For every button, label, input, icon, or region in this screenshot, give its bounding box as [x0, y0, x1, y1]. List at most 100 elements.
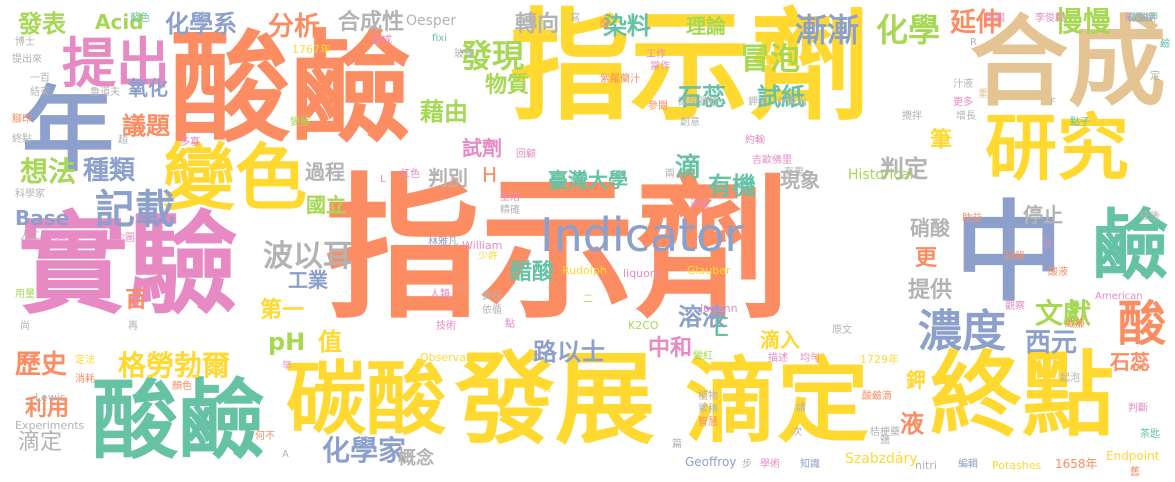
word: 一百: [30, 73, 50, 84]
word: 提供: [908, 278, 953, 303]
word: 石蕊: [1110, 350, 1150, 374]
word: 西元: [1025, 328, 1078, 358]
word: 技術: [436, 321, 456, 332]
word: 國立: [306, 193, 346, 217]
word: 波以耳: [263, 239, 353, 274]
word: 鉀鴻: [748, 97, 768, 108]
word: 利用: [25, 396, 70, 421]
word: 篇: [672, 439, 682, 450]
word: 議題: [122, 112, 170, 140]
word: 碳酸: [286, 353, 446, 446]
word: 滴定: [18, 430, 63, 455]
word: 腳印: [12, 114, 32, 125]
word: 研究: [985, 106, 1130, 190]
word: 化學系: [165, 10, 237, 38]
word: 有機: [708, 172, 756, 200]
word: 點子: [1070, 117, 1090, 128]
word: 有果: [784, 167, 804, 178]
word: 林雅凡: [428, 237, 458, 248]
word: 過量: [690, 199, 710, 210]
word: Oesper: [406, 13, 457, 29]
word: Rudolph: [562, 264, 607, 277]
word: 科學家: [15, 189, 45, 200]
word: nitri: [915, 459, 937, 472]
word: 漸漸: [795, 11, 860, 49]
word: 紫羅蘭汁: [600, 74, 640, 85]
word: 鹼: [1160, 39, 1170, 50]
word: 試劑: [462, 136, 502, 160]
word: 石蕊: [678, 83, 726, 111]
word: 醋酸: [510, 260, 555, 285]
word: Indicator: [540, 208, 744, 262]
word: 智慧: [698, 417, 718, 428]
word: 鹼: [1079, 205, 1168, 281]
word: 二: [583, 294, 593, 305]
word: 終點: [12, 134, 32, 145]
word: 想法: [20, 155, 77, 188]
word: 現象: [780, 168, 820, 192]
word: 指示劑: [325, 159, 790, 340]
word: 人工: [20, 231, 40, 242]
word: 溶液: [678, 303, 726, 331]
word: American: [1095, 291, 1143, 302]
word: 皆: [542, 383, 552, 394]
word: 格勞勃爾: [118, 349, 231, 382]
word: 知識: [800, 459, 820, 470]
word: 判定: [880, 155, 928, 183]
word: 判別: [428, 166, 468, 190]
word: 變藍: [290, 117, 310, 128]
word: 提出: [62, 32, 170, 95]
word: 紅色: [400, 169, 420, 180]
word: 合成: [970, 6, 1167, 120]
word: 攪拌: [902, 111, 922, 122]
word: 尚: [20, 321, 30, 332]
word: 理論: [686, 14, 726, 38]
word: 分析: [268, 12, 321, 42]
word: Szabzdáry: [845, 451, 918, 467]
word: 合成性: [338, 10, 405, 35]
word: Johann: [700, 302, 738, 315]
word: 滴定: [685, 348, 870, 455]
word: 再: [128, 321, 138, 332]
word: 累積: [698, 404, 718, 415]
word: 藉由: [420, 98, 468, 126]
word: pH: [268, 328, 306, 356]
word: Base: [15, 206, 70, 230]
word: 請: [796, 403, 806, 414]
word: 起泡: [1060, 373, 1080, 384]
word: Glauber: [687, 264, 731, 277]
word: Acid: [95, 10, 144, 34]
word: 編輯: [958, 459, 978, 470]
word: 均勻: [800, 353, 820, 364]
word: 終點: [930, 342, 1115, 449]
word: 生活: [500, 192, 520, 203]
word: 重量: [978, 89, 998, 100]
word: 汁液: [953, 79, 973, 90]
word: 消耗: [75, 374, 95, 385]
word: 美國: [985, 13, 1005, 24]
word: 兩: [665, 169, 675, 180]
word: 創意: [680, 117, 700, 128]
word: Lewis: [35, 391, 66, 404]
word: 氧化: [128, 76, 168, 100]
word: 碳酸鉀: [1125, 13, 1155, 24]
word: fixi: [432, 33, 447, 44]
word: 1658年: [1055, 457, 1098, 471]
word: 當作: [650, 61, 670, 72]
word: 實驗: [18, 201, 238, 329]
word: 博士: [15, 37, 35, 48]
word: Potashes: [992, 459, 1042, 472]
word: 何不: [255, 431, 275, 442]
word: 冒泡: [740, 42, 800, 77]
word: 次: [792, 427, 802, 438]
word: 文獻: [1035, 297, 1092, 330]
word: 酸: [1118, 296, 1167, 352]
word: 染料: [603, 12, 651, 40]
word: 回顧: [516, 149, 536, 160]
word: 描述: [768, 353, 788, 364]
word: 酸鹼: [170, 20, 410, 159]
word: Historical: [848, 167, 914, 183]
word: 停止: [1023, 203, 1063, 227]
word: Experiments: [15, 419, 85, 432]
word: 桔梗藥: [870, 427, 900, 438]
